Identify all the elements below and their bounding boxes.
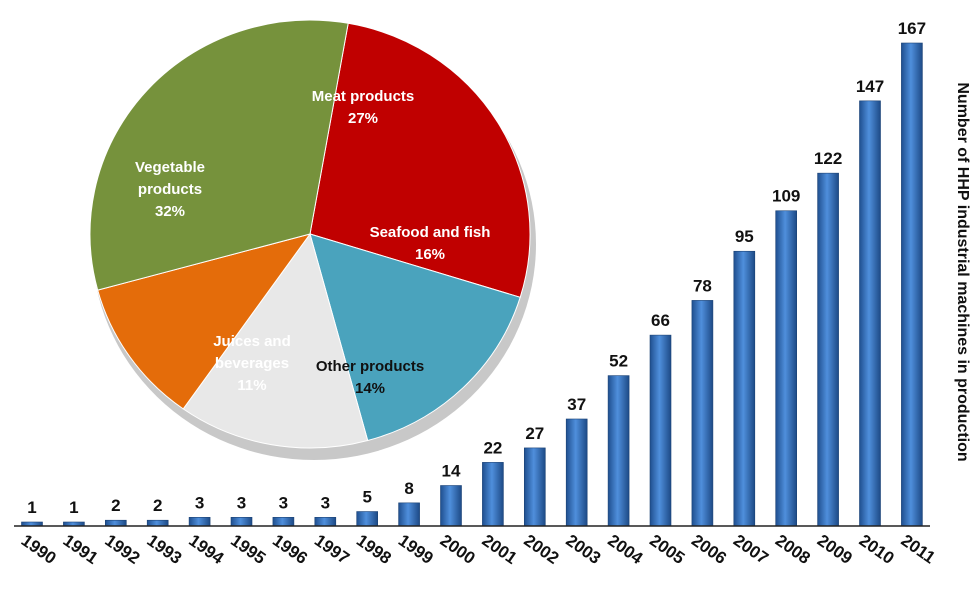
x-tick-label: 1995	[227, 531, 269, 568]
pie-slice	[309, 233, 521, 442]
bar-2011	[901, 42, 923, 527]
bar-value-label: 37	[567, 395, 586, 414]
pie-slice-label: 11%	[237, 377, 266, 394]
bar-1992	[105, 519, 127, 527]
x-tick-label: 1992	[102, 531, 144, 568]
bar-value-label: 109	[772, 187, 800, 206]
pie-slice-label: beverages	[215, 355, 289, 372]
bar-2006	[691, 300, 714, 527]
bar-value-label: 3	[279, 493, 288, 512]
bar-value-label: 3	[195, 493, 204, 512]
bar-2000	[440, 485, 462, 527]
y-axis-label: Number of HHP industrial machines in pro…	[954, 82, 971, 461]
pie-slice-label: Meat products	[312, 88, 415, 105]
bar-1998	[356, 511, 379, 527]
bar-value-label: 95	[735, 227, 754, 246]
x-tick-label: 2010	[856, 531, 898, 568]
bar-2002	[523, 447, 546, 527]
pie-slice-label: products	[138, 181, 202, 198]
bar-1997	[314, 517, 337, 527]
pie-slice	[89, 19, 349, 291]
x-tick-label: 2000	[437, 531, 479, 568]
x-tick-label: 2009	[814, 531, 856, 568]
pie-slice-label: 16%	[415, 246, 445, 263]
x-tick-label: 2002	[521, 531, 563, 568]
bar-value-label: 122	[814, 149, 842, 168]
bar-2007	[733, 250, 756, 527]
bar-value-label: 5	[362, 488, 371, 507]
bar-value-label: 66	[651, 311, 670, 330]
bar-value-label: 14	[442, 462, 461, 481]
x-tick-label: 1997	[311, 531, 353, 568]
x-tick-label: 2008	[772, 531, 814, 568]
bar-value-label: 1	[27, 498, 36, 517]
bar-1993	[146, 519, 169, 527]
pie-slice-label: Juices and	[213, 333, 291, 350]
bar-value-label: 2	[153, 496, 162, 515]
x-tick-label: 1994	[185, 531, 227, 569]
bar-value-label: 167	[898, 19, 926, 38]
x-tick-label: 2006	[688, 531, 730, 568]
pie-slice	[182, 232, 369, 449]
bar-value-label: 8	[404, 479, 413, 498]
bar-1999	[398, 502, 420, 527]
bar-1996	[272, 517, 295, 527]
bar-value-label: 2	[111, 496, 120, 515]
bar-value-label: 1	[69, 498, 78, 517]
pie-slice	[97, 233, 312, 410]
x-tick-label: 2007	[730, 531, 772, 568]
x-tick-label: 1999	[395, 531, 437, 568]
bar-2003	[565, 418, 588, 527]
x-tick-label: 2001	[479, 531, 521, 568]
bar-2004	[607, 375, 630, 527]
bar-2009	[817, 172, 839, 527]
x-tick-label: 1993	[143, 531, 185, 568]
x-tick-label: 1998	[353, 531, 395, 568]
x-tick-label: 1991	[60, 531, 102, 568]
pie-slice-label: Vegetable	[135, 159, 205, 176]
x-tick-label: 2003	[562, 531, 604, 568]
bar-value-label: 3	[321, 493, 330, 512]
bar-1995	[230, 517, 253, 527]
pie-slice	[309, 22, 531, 298]
bar-2010	[859, 100, 881, 527]
bar-value-label: 22	[483, 438, 502, 457]
pie-slice-label: Seafood and fish	[370, 224, 491, 241]
bar-value-label: 3	[237, 493, 246, 512]
x-tick-label: 1996	[269, 531, 311, 568]
bar-value-label: 52	[609, 352, 628, 371]
bar-value-label: 78	[693, 276, 712, 295]
x-tick-label: 1990	[18, 531, 60, 568]
pie-slice-label: Other products	[316, 358, 424, 375]
bar-value-label: 27	[525, 424, 544, 443]
bar-2001	[482, 462, 504, 527]
bar-1994	[188, 517, 211, 527]
pie-slice-label: 27%	[348, 110, 378, 127]
bar-2008	[775, 210, 798, 527]
pie-chart: Meat products 27% Seafood and fish 16% Other…	[89, 19, 531, 449]
pie-slice-label: 14%	[355, 380, 385, 397]
x-tick-label: 2011	[898, 531, 939, 568]
bar-2005	[649, 334, 672, 527]
pie-slice-label: 32%	[155, 203, 185, 220]
x-tick-label: 2005	[646, 531, 688, 568]
x-tick-label: 2004	[604, 531, 646, 569]
bar-value-label: 147	[856, 77, 884, 96]
x-tick-labels: 1990 1991 1992 1993 1994 1995 1996 1997 1998 1999…	[18, 531, 939, 569]
